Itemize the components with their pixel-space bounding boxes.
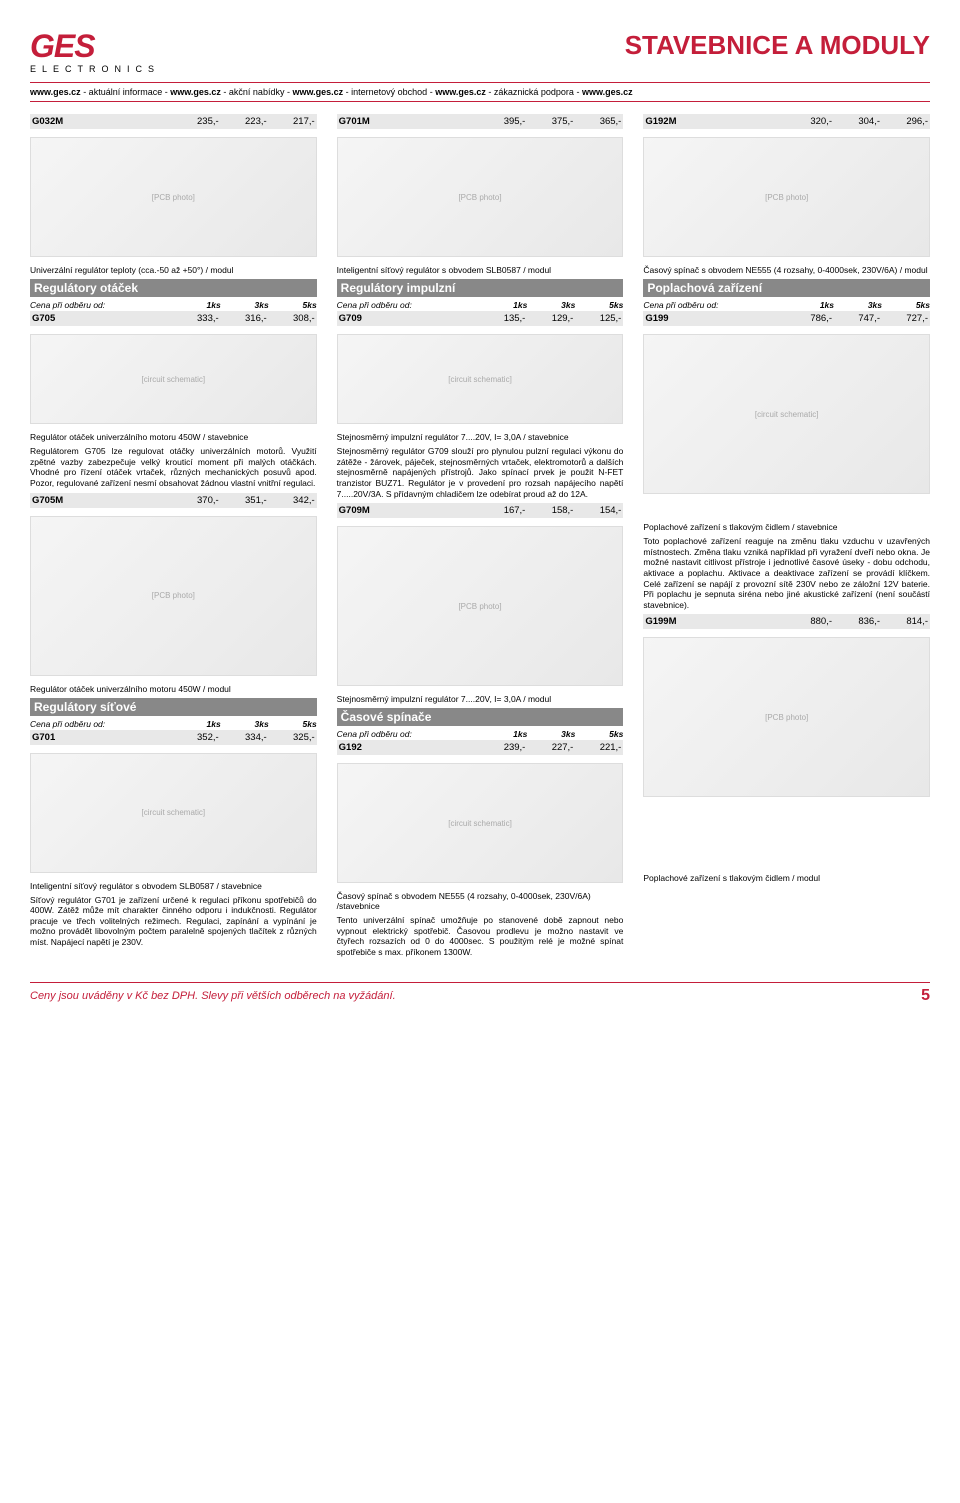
price-row: G199M 880,- 836,- 814,-	[643, 614, 930, 629]
price-row: G192 239,- 227,- 221,-	[337, 740, 624, 755]
price-row: G701 352,- 334,- 325,-	[30, 730, 317, 745]
product-image: [PCB photo]	[643, 637, 930, 797]
price-header: Cena při odběru od: 1ks 3ks 5ks	[337, 728, 624, 740]
product-image: [PCB photo]	[30, 137, 317, 257]
schematic-image: [circuit schematic]	[30, 753, 317, 873]
price-row: G701M 395,- 375,- 365,-	[337, 114, 624, 129]
price-row: G709 135,- 129,- 125,-	[337, 311, 624, 326]
price-header: Cena při odběru od: 1ks 3ks 5ks	[30, 299, 317, 311]
product-image: [PCB photo]	[643, 137, 930, 257]
description: Regulátor otáček univerzálního motoru 45…	[30, 432, 317, 442]
price-row: G705M 370,- 351,- 342,-	[30, 493, 317, 508]
logo: GES ELECTRONICS	[30, 30, 160, 74]
column-1: G032M 235,- 223,- 217,- [PCB photo] Univ…	[30, 114, 317, 962]
product-image: [PCB photo]	[337, 526, 624, 686]
price-row: G032M 235,- 223,- 217,-	[30, 114, 317, 129]
footer: Ceny jsou uváděny v Kč bez DPH. Slevy př…	[30, 982, 930, 1005]
logo-subtext: ELECTRONICS	[30, 64, 160, 74]
section-heading: Regulátory impulzní	[337, 279, 624, 297]
section-heading: Časové spínače	[337, 708, 624, 726]
section-heading: Poplachová zařízení	[643, 279, 930, 297]
price-row: G199 786,- 747,- 727,-	[643, 311, 930, 326]
section-heading: Regulátory síťové	[30, 698, 317, 716]
footer-text: Ceny jsou uváděny v Kč bez DPH. Slevy př…	[30, 990, 396, 1002]
section-heading: Regulátory otáček	[30, 279, 317, 297]
schematic-image: [circuit schematic]	[337, 763, 624, 883]
body-text: Regulátorem G705 lze regulovat otáčky un…	[30, 446, 317, 489]
column-2: G701M 395,- 375,- 365,- [PCB photo] Inte…	[337, 114, 624, 962]
logo-text: GES	[30, 30, 95, 62]
price-row: G709M 167,- 158,- 154,-	[337, 503, 624, 518]
price-row: G705 333,- 316,- 308,-	[30, 311, 317, 326]
body-text: Toto poplachové zařízení reaguje na změn…	[643, 536, 930, 610]
description: Inteligentní síťový regulátor s obvodem …	[30, 881, 317, 891]
url-bar: www.ges.cz - aktuální informace - www.ge…	[30, 82, 930, 102]
body-text: Tento univerzální spínač umožňuje po sta…	[337, 915, 624, 958]
product-image: [PCB photo]	[30, 516, 317, 676]
schematic-image: [circuit schematic]	[643, 334, 930, 494]
page-number: 5	[921, 987, 930, 1005]
description: Stejnosměrný impulzní regulátor 7....20V…	[337, 432, 624, 442]
price-header: Cena při odběru od: 1ks 3ks 5ks	[643, 299, 930, 311]
body-text: Síťový regulátor G701 je zařízení určené…	[30, 895, 317, 948]
price-header: Cena při odběru od: 1ks 3ks 5ks	[337, 299, 624, 311]
schematic-image: [circuit schematic]	[30, 334, 317, 424]
body-text: Stejnosměrný regulátor G709 slouží pro p…	[337, 446, 624, 499]
column-3: G192M 320,- 304,- 296,- [PCB photo] Časo…	[643, 114, 930, 962]
description: Časový spínač s obvodem NE555 (4 rozsahy…	[643, 265, 930, 275]
product-image: [PCB photo]	[337, 137, 624, 257]
page-title: STAVEBNICE A MODULY	[625, 30, 930, 61]
description: Poplachové zařízení s tlakovým čidlem / …	[643, 522, 930, 532]
description: Stejnosměrný impulzní regulátor 7....20V…	[337, 694, 624, 704]
description: Poplachové zařízení s tlakovým čidlem / …	[643, 873, 930, 883]
description: Časový spínač s obvodem NE555 (4 rozsahy…	[337, 891, 624, 911]
description: Inteligentní síťový regulátor s obvodem …	[337, 265, 624, 275]
price-header: Cena při odběru od: 1ks 3ks 5ks	[30, 718, 317, 730]
description: Regulátor otáček univerzálního motoru 45…	[30, 684, 317, 694]
price-row: G192M 320,- 304,- 296,-	[643, 114, 930, 129]
description: Univerzální regulátor teploty (cca.-50 a…	[30, 265, 317, 275]
schematic-image: [circuit schematic]	[337, 334, 624, 424]
